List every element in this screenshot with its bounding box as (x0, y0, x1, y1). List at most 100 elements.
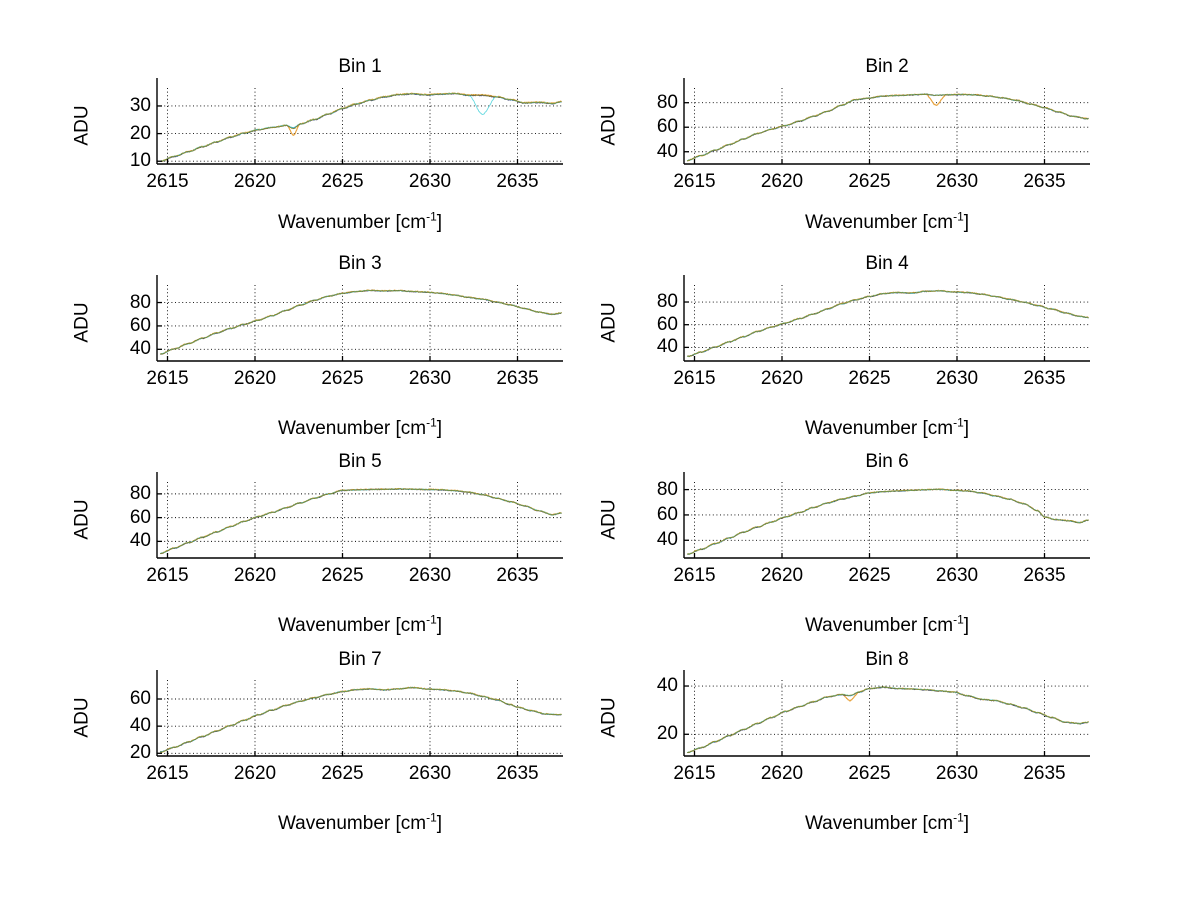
y-axis-label: ADU (71, 302, 93, 343)
subplot-panel-7: Bin 7 ADU Wavenumber [cm-1] 20 40 60 2615 2620 2… (72, 649, 620, 840)
y-tick-label: 60 (129, 314, 151, 336)
plot-area-bin-3 (156, 275, 563, 362)
plot-area-bin-4 (683, 275, 1090, 362)
plot-area-bin-6 (683, 472, 1090, 559)
x-axis-label: Wavenumber [cm-1] (627, 810, 1147, 834)
data-trace-trace-cyan (687, 290, 1089, 358)
x-tick-label: 2615 (673, 565, 716, 586)
x-tick-label: 2630 (408, 368, 452, 389)
subplot-panel-4: Bin 4 ADU Wavenumber [cm-1] 40 60 80 2615 2620 2… (599, 253, 1147, 445)
data-trace-trace-orange (159, 289, 562, 355)
x-tick-label: 2625 (848, 763, 891, 784)
x-tick-label: 2625 (321, 171, 364, 192)
x-axis-label: Wavenumber [cm-1] (100, 812, 620, 834)
y-axis-label: ADU (598, 302, 620, 343)
x-axis-label-superscript: -1 (953, 209, 964, 224)
data-trace-trace-orange (159, 487, 562, 555)
data-trace-trace-navy (687, 686, 1089, 753)
data-trace-trace-cyan (687, 488, 1089, 555)
y-tick-label: 20 (656, 723, 678, 745)
subplot-panel-1: Bin 1 ADU Wavenumber [cm-1] 10 20 30 2615 2620 2… (72, 57, 620, 239)
data-trace-trace-cyan (687, 686, 1089, 753)
data-trace-trace-orange (159, 686, 562, 753)
data-trace-trace-olive (687, 686, 1089, 753)
x-tick-label: 2630 (408, 763, 452, 784)
x-tick-label: 2630 (935, 171, 979, 192)
x-tick-label: 2620 (233, 368, 277, 389)
x-tick-label: 2620 (760, 368, 804, 389)
x-tick-label: 2620 (760, 565, 804, 586)
y-axis-label: ADU (598, 499, 620, 540)
x-axis-label-superscript: -1 (426, 612, 437, 627)
x-axis-label-superscript: -1 (426, 209, 437, 224)
x-axis-label-text: Wavenumber [cm (804, 212, 954, 233)
panel-title-bin-8: Bin 8 (865, 649, 909, 670)
subplot-panel-6: Bin 6 ADU Wavenumber [cm-1] 40 60 80 2615 2620 2… (599, 451, 1147, 642)
x-tick-label: 2625 (848, 565, 891, 586)
data-trace-trace-olive (160, 92, 562, 162)
x-axis-label-bracket: ] (436, 212, 443, 233)
x-tick-label: 2620 (760, 171, 804, 192)
panel-title-bin-5: Bin 5 (338, 451, 382, 472)
panel-title-bin-7: Bin 7 (338, 649, 382, 670)
x-tick-label: 2620 (233, 171, 277, 192)
x-axis-label-bracket: ] (436, 418, 443, 439)
x-axis-label: Wavenumber [cm-1] (100, 209, 620, 233)
plot-area-bin-8 (683, 670, 1090, 757)
x-tick-label: 2630 (935, 368, 979, 389)
data-trace-trace-olive (160, 488, 562, 554)
x-tick-label: 2615 (146, 171, 189, 192)
plot-area-bin-1 (156, 78, 563, 165)
y-tick-label: 40 (656, 529, 678, 551)
x-axis-label-text: Wavenumber [cm (277, 813, 427, 834)
x-tick-label: 2635 (1023, 171, 1066, 192)
x-tick-label: 2635 (1023, 368, 1066, 389)
x-tick-label: 2630 (408, 565, 452, 586)
x-tick-label: 2615 (673, 368, 716, 389)
subplot-panel-8: Bin 8 ADU Wavenumber [cm-1] 20 40 2615 2620 262… (599, 649, 1147, 840)
data-trace-trace-navy (160, 289, 562, 355)
y-tick-label: 20 (129, 122, 151, 144)
x-tick-label: 2615 (146, 565, 189, 586)
panel-title-bin-6: Bin 6 (865, 451, 909, 472)
data-trace-trace-olive (687, 290, 1089, 357)
x-tick-label: 2615 (673, 763, 716, 784)
y-tick-label: 60 (129, 688, 151, 709)
x-tick-label: 2635 (1023, 763, 1066, 784)
plot-area-bin-7 (156, 670, 563, 757)
x-tick-label: 2625 (321, 565, 364, 586)
y-tick-label: 80 (129, 482, 151, 504)
data-trace-trace-olive (687, 488, 1089, 555)
x-tick-label: 2630 (935, 565, 979, 586)
x-axis-label-text: Wavenumber [cm (804, 813, 954, 834)
x-axis-label-bracket: ] (963, 418, 970, 439)
y-tick-label: 10 (129, 150, 151, 172)
x-tick-label: 2625 (848, 368, 891, 389)
y-tick-label: 80 (656, 478, 678, 500)
x-axis-label-superscript: -1 (953, 810, 964, 825)
y-tick-label: 60 (656, 313, 678, 335)
y-tick-label: 80 (656, 291, 678, 312)
x-axis-label-bracket: ] (436, 813, 443, 834)
x-tick-label: 2625 (321, 368, 364, 389)
y-tick-label: 60 (656, 503, 678, 525)
y-tick-label: 80 (656, 91, 678, 113)
y-tick-label: 40 (129, 715, 151, 737)
x-axis-label-text: Wavenumber [cm (277, 418, 427, 439)
y-axis-label: ADU (71, 697, 93, 738)
subplot-panel-3: Bin 3 ADU Wavenumber [cm-1] 40 60 80 2615 2620 2… (72, 254, 620, 445)
x-axis-label: Wavenumber [cm-1] (627, 415, 1147, 439)
data-trace-trace-navy (687, 290, 1089, 357)
subplot-panel-2: Bin 2 ADU Wavenumber [cm-1] 40 60 80 2615 2620 2… (599, 57, 1147, 239)
x-axis-label-superscript: -1 (953, 415, 964, 430)
data-trace-trace-orange (686, 488, 1089, 555)
data-trace-trace-olive (687, 93, 1089, 162)
x-tick-label: 2625 (321, 763, 364, 784)
panel-title-bin-4: Bin 4 (865, 253, 909, 274)
x-axis-label: Wavenumber [cm-1] (627, 614, 1147, 636)
x-axis-label-bracket: ] (963, 615, 970, 636)
x-tick-label: 2635 (496, 171, 539, 192)
x-axis-label-bracket: ] (963, 212, 970, 233)
x-tick-label: 2620 (233, 763, 277, 784)
